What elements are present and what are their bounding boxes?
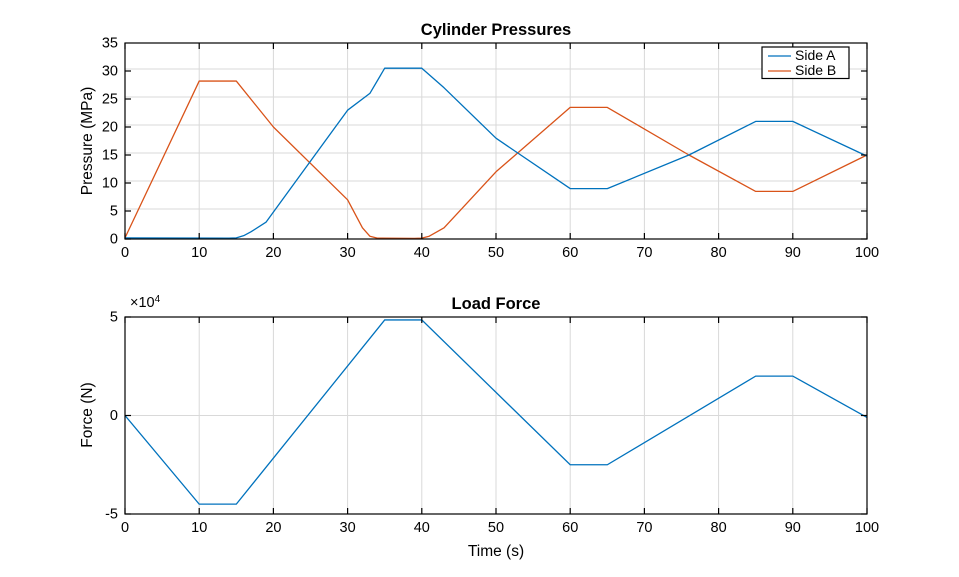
svg-text:Force (N): Force (N) [79,382,96,447]
svg-text:20: 20 [265,245,281,261]
svg-text:50: 50 [488,245,504,261]
svg-text:Load Force: Load Force [452,295,541,313]
svg-text:Pressure (MPa): Pressure (MPa) [79,87,96,196]
svg-text:5: 5 [110,310,118,326]
svg-text:25: 25 [102,92,118,108]
svg-text:Cylinder Pressures: Cylinder Pressures [421,21,571,39]
svg-text:40: 40 [414,520,430,536]
svg-text:60: 60 [562,245,578,261]
svg-text:80: 80 [711,520,727,536]
svg-text:50: 50 [488,520,504,536]
svg-text:0: 0 [121,245,129,261]
svg-text:Side B: Side B [795,62,836,78]
svg-text:80: 80 [711,245,727,261]
svg-text:100: 100 [855,520,879,536]
svg-text:0: 0 [110,408,118,424]
svg-text:0: 0 [110,232,118,248]
svg-text:5: 5 [110,204,118,220]
svg-text:0: 0 [121,520,129,536]
svg-text:70: 70 [636,520,652,536]
svg-text:Time (s): Time (s) [468,543,524,560]
svg-text:10: 10 [191,245,207,261]
svg-text:-5: -5 [105,507,118,523]
svg-text:30: 30 [340,245,356,261]
svg-text:15: 15 [102,148,118,164]
svg-text:35: 35 [102,36,118,52]
svg-text:30: 30 [340,520,356,536]
svg-text:10: 10 [102,176,118,192]
svg-text:70: 70 [636,245,652,261]
svg-text:40: 40 [414,245,430,261]
svg-text:Side A: Side A [795,47,836,63]
svg-text:10: 10 [191,520,207,536]
svg-text:60: 60 [562,520,578,536]
svg-text:90: 90 [785,245,801,261]
svg-text:30: 30 [102,64,118,80]
svg-text:20: 20 [102,120,118,136]
svg-text:20: 20 [265,520,281,536]
svg-text:100: 100 [855,245,879,261]
svg-text:90: 90 [785,520,801,536]
svg-text:×104: ×104 [130,294,161,312]
